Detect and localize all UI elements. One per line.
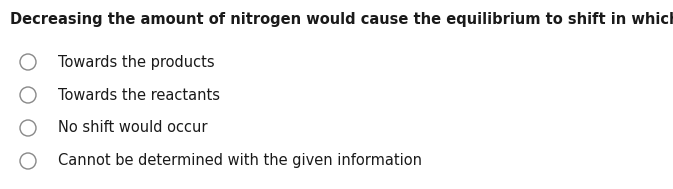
Ellipse shape: [20, 153, 36, 169]
Ellipse shape: [20, 54, 36, 70]
Text: Decreasing the amount of nitrogen would cause the equilibrium to shift in which : Decreasing the amount of nitrogen would …: [10, 12, 673, 27]
Ellipse shape: [20, 87, 36, 103]
Text: No shift would occur: No shift would occur: [58, 121, 207, 136]
Text: Towards the reactants: Towards the reactants: [58, 88, 220, 102]
Ellipse shape: [20, 120, 36, 136]
Text: Towards the products: Towards the products: [58, 54, 215, 70]
Text: Cannot be determined with the given information: Cannot be determined with the given info…: [58, 153, 422, 169]
